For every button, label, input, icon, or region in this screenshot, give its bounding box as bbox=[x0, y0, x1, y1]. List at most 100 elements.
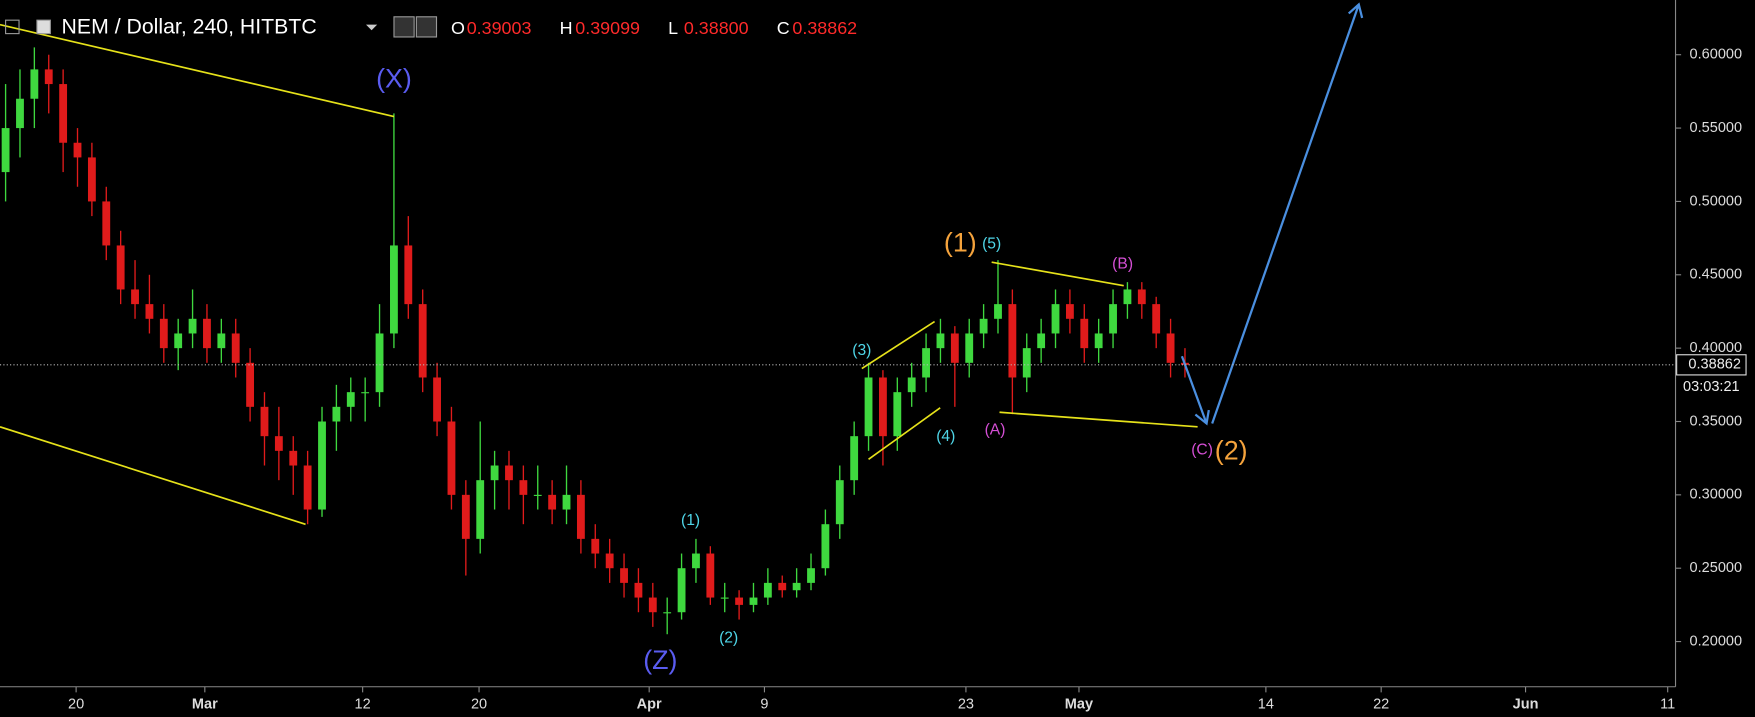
candle-body bbox=[850, 436, 859, 481]
candle-body bbox=[274, 436, 283, 451]
candle-body bbox=[835, 480, 844, 525]
candle-body bbox=[648, 597, 657, 613]
x-tick-label: May bbox=[1065, 697, 1094, 713]
chart-title: NEM / Dollar, 240, HITBTC bbox=[62, 15, 317, 39]
candle-body bbox=[1065, 304, 1074, 319]
candle-body bbox=[677, 568, 686, 613]
x-tick-label: 14 bbox=[1258, 697, 1274, 713]
y-tick-label: 0.60000 bbox=[1690, 47, 1743, 63]
legend-value: 0.39099 bbox=[575, 18, 640, 38]
y-tick-label: 0.50000 bbox=[1690, 193, 1743, 209]
candle-body bbox=[303, 465, 312, 510]
candle-body bbox=[1166, 333, 1175, 363]
candle-body bbox=[145, 304, 154, 319]
dropdown-icon[interactable] bbox=[365, 24, 378, 31]
x-tick-label: Jun bbox=[1513, 697, 1539, 713]
candle-body bbox=[44, 69, 53, 85]
candle-body bbox=[692, 553, 700, 569]
candle-body bbox=[634, 582, 643, 598]
candle-body bbox=[1037, 333, 1046, 349]
candle-body bbox=[433, 377, 441, 422]
wave-label: (3) bbox=[852, 342, 871, 359]
candle-body bbox=[720, 597, 729, 599]
candle-body bbox=[131, 289, 139, 305]
candle-body bbox=[116, 245, 125, 290]
y-tick-label: 0.35000 bbox=[1690, 413, 1743, 429]
candle-body bbox=[332, 406, 341, 422]
trend-line bbox=[861, 320, 936, 370]
candle-body bbox=[73, 142, 82, 158]
wave-label: (2) bbox=[719, 630, 738, 647]
legend-value: 0.39003 bbox=[467, 18, 532, 38]
wave-label: (X) bbox=[376, 64, 412, 94]
y-tick-label: 0.20000 bbox=[1690, 633, 1743, 649]
candle-body bbox=[1080, 318, 1089, 349]
x-tick-label: Apr bbox=[637, 697, 662, 713]
trend-line bbox=[0, 426, 306, 526]
candle-body bbox=[749, 597, 758, 605]
candle-body bbox=[922, 348, 930, 378]
y-tick-label: 0.55000 bbox=[1690, 120, 1743, 136]
candle-body bbox=[461, 494, 470, 539]
candle-body bbox=[346, 392, 355, 407]
candle-body bbox=[778, 582, 787, 591]
legend-key: L bbox=[668, 18, 678, 38]
trend-line bbox=[999, 411, 1198, 428]
candle-body bbox=[404, 245, 413, 305]
candle-body bbox=[390, 245, 398, 334]
trend-line bbox=[0, 23, 395, 118]
candle-body bbox=[533, 494, 542, 496]
wave-label: (2) bbox=[1215, 436, 1248, 466]
candle-body bbox=[807, 568, 815, 583]
candle-body bbox=[620, 568, 628, 583]
candle-body bbox=[1152, 304, 1161, 334]
candle-body bbox=[418, 304, 427, 378]
wave-label: (B) bbox=[1112, 256, 1133, 273]
candle-body bbox=[1051, 304, 1060, 334]
candle-body bbox=[936, 333, 945, 349]
legend-key: O bbox=[451, 18, 465, 38]
candle-body bbox=[792, 582, 801, 591]
icon bbox=[36, 19, 51, 35]
y-tick-label: 0.25000 bbox=[1690, 560, 1743, 576]
candle-body bbox=[519, 480, 528, 495]
candle-body bbox=[1008, 304, 1017, 378]
candle-body bbox=[102, 201, 111, 246]
candle-body bbox=[1137, 289, 1146, 305]
candle-body bbox=[706, 553, 715, 598]
icon[interactable] bbox=[415, 16, 438, 38]
arrow bbox=[1211, 4, 1360, 424]
candle-body bbox=[260, 406, 269, 437]
legend-key: H bbox=[560, 18, 573, 38]
x-tick-label: 9 bbox=[760, 697, 768, 713]
legend-key: C bbox=[777, 18, 790, 38]
candle-body bbox=[893, 392, 902, 437]
candle-body bbox=[505, 465, 513, 481]
candle-body bbox=[763, 582, 772, 598]
icon[interactable] bbox=[393, 16, 415, 38]
x-tick-label: 12 bbox=[355, 697, 371, 713]
candle-body bbox=[1, 128, 10, 173]
last-price-label: 0.38862 bbox=[1688, 357, 1741, 373]
candle-body bbox=[447, 421, 456, 495]
candle-body bbox=[174, 333, 183, 349]
x-tick-label: 11 bbox=[1660, 697, 1675, 713]
candle-body bbox=[318, 421, 326, 510]
candle-body bbox=[231, 333, 240, 363]
wave-label: (C) bbox=[1191, 442, 1213, 459]
candle-body bbox=[879, 377, 887, 437]
candle-body bbox=[994, 304, 1002, 319]
candle-body bbox=[591, 538, 600, 554]
wave-label: (4) bbox=[936, 428, 955, 445]
arrow-head bbox=[1347, 2, 1364, 19]
candle-body bbox=[476, 480, 485, 539]
candle-body bbox=[59, 84, 68, 143]
candle-body bbox=[965, 333, 974, 363]
x-tick-label: 22 bbox=[1373, 697, 1389, 713]
y-tick-label: 0.45000 bbox=[1690, 267, 1743, 283]
candle-body bbox=[907, 377, 916, 393]
candle-body bbox=[159, 318, 168, 349]
candle-body bbox=[203, 318, 211, 349]
candle-body bbox=[663, 612, 672, 614]
